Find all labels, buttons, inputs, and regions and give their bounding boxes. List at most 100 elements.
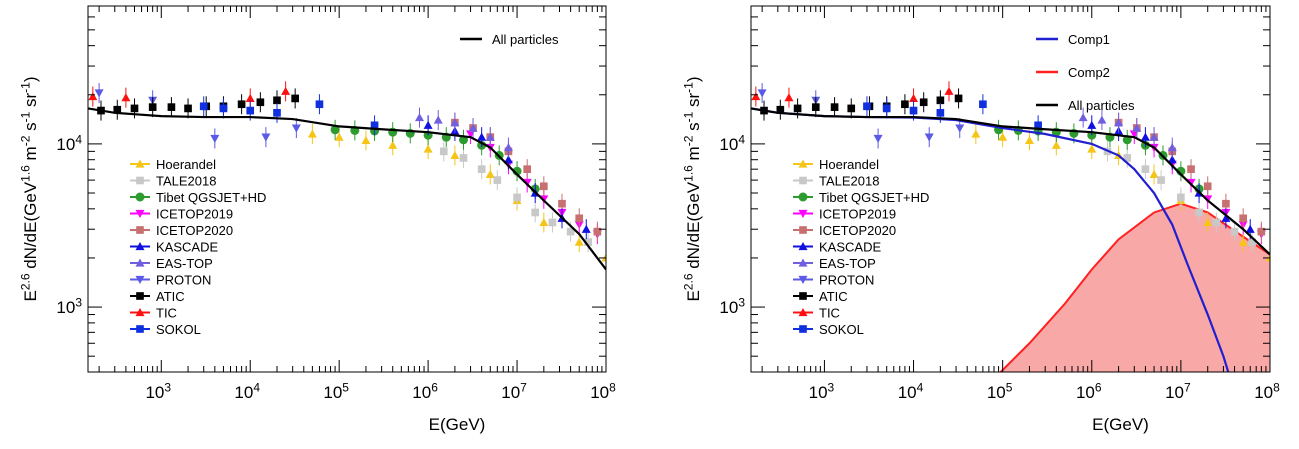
- y-axis: 103 104 E2.6 dN/dE(GeV1.6 m-2 s-1 sr-1): [19, 5, 606, 373]
- data-point: [113, 105, 122, 114]
- data-point: [919, 98, 928, 107]
- data-point: [273, 109, 281, 117]
- data-point: [291, 94, 299, 103]
- legend-label: ATIC: [156, 289, 185, 304]
- data-point: [1097, 115, 1107, 124]
- data-point: [450, 118, 460, 127]
- data-point: [1238, 237, 1248, 246]
- legend-swatch-marker: [799, 226, 807, 234]
- legend-label: ICETOP2019: [156, 207, 233, 222]
- legend-swatch-marker: [135, 159, 145, 168]
- chart-panel-2: 103 104 105 106 107 108 E(GeV) 103 104 E2.6 dN/dE…: [682, 5, 1280, 434]
- data-point: [566, 227, 575, 236]
- legend-label: TIC: [819, 306, 840, 321]
- area-fill-comp2: [1000, 203, 1270, 372]
- data-point: [936, 109, 945, 117]
- data-point: [130, 104, 139, 113]
- data-point: [575, 214, 584, 223]
- x-tick-label: 105: [987, 381, 1013, 402]
- data-point: [1167, 143, 1177, 152]
- data-point: [924, 133, 934, 142]
- data-point: [423, 144, 433, 153]
- data-point: [370, 121, 379, 130]
- legend-label: Hoerandel: [156, 157, 216, 172]
- data-point: [330, 125, 340, 135]
- x-axis-label: E(GeV): [429, 415, 486, 434]
- legend-label: Tibet QGSJET+HD: [156, 190, 266, 205]
- data-point: [1222, 199, 1230, 208]
- series-hoerandel: [307, 123, 606, 268]
- data-point: [1141, 165, 1150, 173]
- legend-swatch-marker: [136, 292, 144, 300]
- data-point: [148, 103, 157, 111]
- data-point: [433, 115, 443, 124]
- legend-swatch-marker: [136, 226, 144, 234]
- data-point: [1024, 135, 1034, 145]
- data-point: [1177, 193, 1185, 202]
- data-point: [261, 133, 271, 142]
- x-tick-label: 105: [323, 381, 349, 402]
- series-atic: [97, 88, 299, 121]
- data-point: [1140, 132, 1150, 141]
- data-point: [1114, 118, 1124, 127]
- legend-line-label: All particles: [1068, 98, 1135, 113]
- data-point: [1239, 214, 1247, 223]
- data-point: [1123, 154, 1132, 162]
- legend-label: ICETOP2020: [819, 223, 896, 238]
- data-point: [539, 217, 549, 227]
- data-point: [1132, 123, 1142, 132]
- data-point: [1087, 120, 1097, 129]
- legend-label: PROTON: [156, 273, 211, 288]
- x-tick-label: 104: [898, 381, 924, 402]
- data-point: [361, 135, 371, 145]
- legend-label: Hoerandel: [819, 157, 879, 172]
- data-point: [1078, 113, 1088, 122]
- data-point: [315, 100, 324, 109]
- legend-swatch-marker: [799, 325, 807, 333]
- y-tick-label: 104: [56, 132, 82, 153]
- legend-label: SOKOL: [156, 322, 201, 337]
- data-point: [863, 102, 871, 111]
- data-point: [477, 132, 487, 141]
- legend-swatch-marker: [798, 192, 808, 202]
- y-axis-label: E2.6 dN/dE(GeV1.6 m-2 s-1 sr-1): [682, 76, 703, 301]
- legend-label: Tibet QGSJET+HD: [819, 190, 929, 205]
- series-tic: [88, 81, 291, 109]
- data-point: [439, 147, 448, 156]
- x-tick-label: 106: [412, 381, 438, 402]
- x-tick-label: 108: [1254, 381, 1280, 402]
- series-atic: [760, 88, 963, 121]
- data-point: [219, 104, 228, 113]
- data-point: [1221, 213, 1231, 222]
- data-point: [334, 132, 344, 141]
- data-point: [751, 92, 761, 101]
- legend-line-label: Comp2: [1068, 65, 1110, 80]
- legend-label: KASCADE: [819, 240, 881, 255]
- data-point: [477, 165, 486, 173]
- x-tick-label: 108: [590, 381, 616, 402]
- legend-swatch-marker: [135, 209, 145, 218]
- x-tick-label: 106: [1076, 381, 1102, 402]
- data-point: [873, 134, 883, 143]
- data-point: [1230, 227, 1239, 236]
- legend-label: EAS-TOP: [819, 256, 876, 271]
- data-point: [1195, 208, 1203, 217]
- data-point: [167, 103, 176, 111]
- legend-swatch-marker: [799, 292, 807, 300]
- data-point: [503, 155, 513, 164]
- series-sokol: [199, 94, 379, 136]
- x-axis: 103 104 105 106 107 108 E(GeV): [761, 6, 1280, 434]
- legend-label: SOKOL: [819, 322, 864, 337]
- data-point: [784, 93, 794, 102]
- data-point: [558, 199, 566, 208]
- legend-swatch-marker: [798, 159, 808, 168]
- legend-label: ICETOP2019: [819, 207, 896, 222]
- data-point: [793, 104, 802, 113]
- data-point: [998, 132, 1008, 141]
- legend-swatch-marker: [798, 308, 808, 317]
- data-point: [513, 193, 521, 202]
- legend-line-label: All particles: [492, 32, 559, 47]
- data-point: [584, 238, 592, 246]
